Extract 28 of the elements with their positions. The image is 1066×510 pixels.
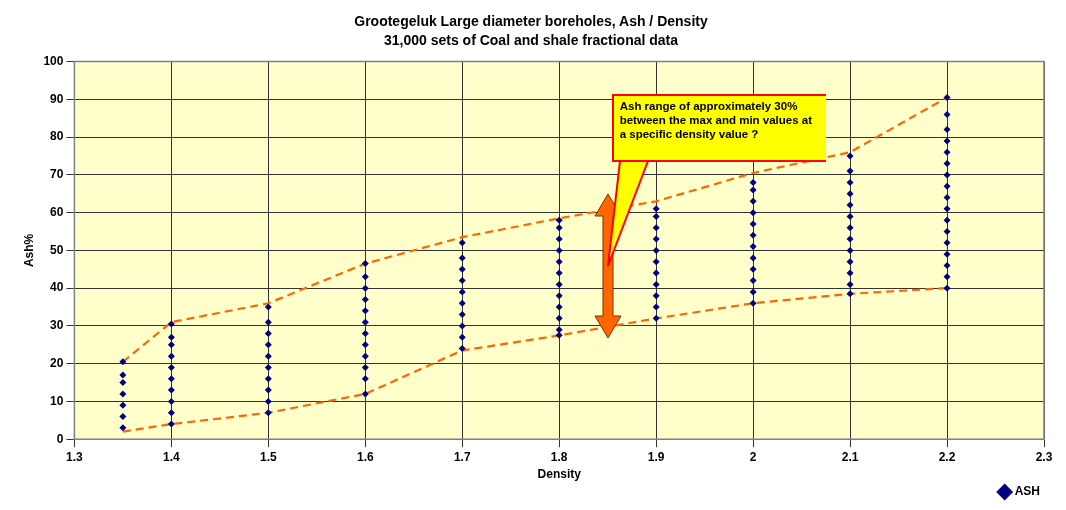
y-tick-label: 30 — [50, 318, 64, 333]
x-tick-label: 1.7 — [453, 449, 471, 464]
y-tick-label: 100 — [43, 53, 64, 68]
legend-label: ASH — [1014, 484, 1041, 499]
y-axis-title: Ash% — [21, 233, 36, 268]
x-tick-label: 1.8 — [550, 449, 568, 464]
y-tick-label: 90 — [50, 91, 64, 106]
y-tick-label: 70 — [50, 167, 64, 182]
x-tick-label: 1.9 — [647, 449, 665, 464]
x-tick-label: 1.4 — [163, 449, 181, 464]
x-tick-label: 1.5 — [259, 449, 277, 464]
y-tick-label: 0 — [56, 431, 64, 446]
y-tick-label: 10 — [50, 393, 64, 408]
x-tick-label: 2 — [749, 449, 757, 464]
annotation: Ash range of approximately 30% between the max and min values at a specific density value ? — [618, 98, 814, 142]
y-tick-label: 40 — [50, 280, 64, 295]
chart-subtitle: 31,000 sets of Coal and shale fractional data — [383, 32, 679, 49]
x-tick-label: 2.2 — [938, 449, 956, 464]
x-tick-label: 1.6 — [356, 449, 374, 464]
chart-title: Grootegeluk Large diameter boreholes, Ash / Density — [354, 13, 708, 30]
y-tick-label: 50 — [50, 242, 64, 257]
y-tick-label: 80 — [50, 129, 64, 144]
x-axis-title: Density — [537, 467, 582, 482]
y-tick-label: 20 — [50, 355, 64, 370]
y-tick-label: 60 — [50, 204, 64, 219]
x-tick-label: 2.3 — [1035, 449, 1053, 464]
x-tick-label: 1.3 — [66, 449, 84, 464]
x-tick-label: 2.1 — [841, 449, 859, 464]
